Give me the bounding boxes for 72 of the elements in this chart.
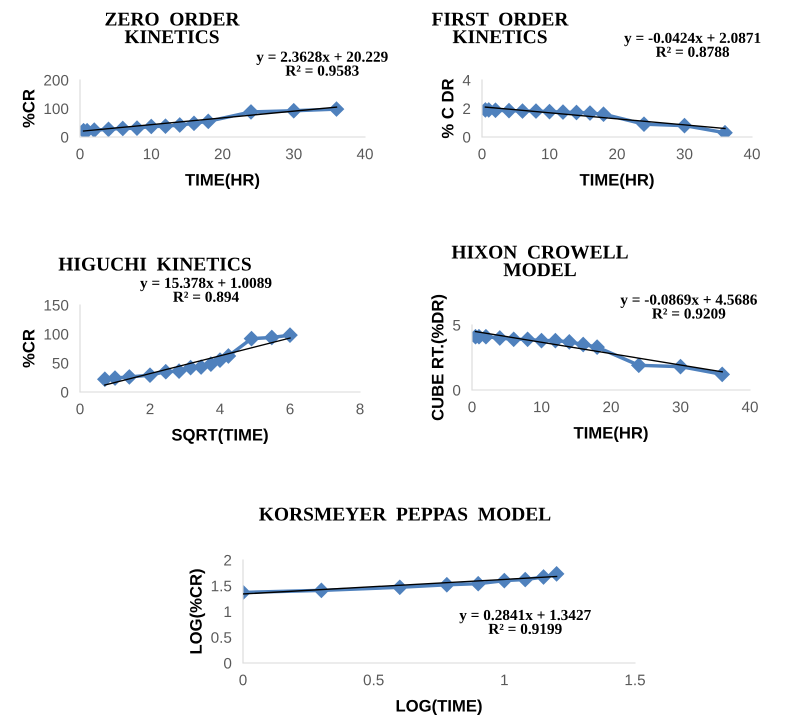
y-tick-label: 100 [44, 103, 68, 114]
x-tick-label: 10 [534, 402, 550, 412]
chart-title: HIGUCHI KINETICS [58, 258, 251, 271]
y-tick-label: 2 [463, 103, 470, 114]
chart-title: HIXON CROWELL MODEL [452, 246, 628, 276]
x-tick-label: 20 [603, 402, 619, 412]
x-tick-label: 6 [286, 404, 294, 414]
x-tick-label: 10 [542, 148, 558, 160]
x-tick-label: 40 [356, 148, 373, 160]
text: y = 15.378x + 1.0089 R² = 0.894 [140, 278, 272, 302]
x-tick-label: 30 [286, 148, 302, 160]
x-axis-title: LOG(TIME) [396, 699, 482, 715]
point [171, 364, 187, 379]
x-tick-label: 20 [214, 148, 230, 160]
chart-title: FIRST ORDER KINETICS [432, 12, 569, 44]
x-tick-label: 0.5 [364, 674, 384, 686]
x-tick-label: 30 [672, 402, 688, 412]
y-tick-label: 0 [462, 132, 470, 143]
point [328, 102, 344, 117]
y-tick-label: 200 [44, 74, 68, 86]
y-tick-label: 0.5 [211, 632, 232, 643]
point [631, 358, 646, 373]
text: y = 2.3628x + 20.229 R² = 0.9583 [256, 52, 388, 76]
point [264, 330, 280, 346]
y-tick-label: 50 [52, 358, 68, 369]
y-tick-label: 0 [60, 386, 68, 398]
point [548, 333, 563, 348]
chart-title: ZERO ORDER KINETICS [105, 12, 240, 44]
point [714, 366, 730, 382]
x-tick-label: 1.5 [626, 674, 645, 686]
x-tick-label: 30 [676, 148, 692, 160]
y-axis-title: %CR [22, 329, 35, 368]
point [549, 566, 564, 582]
y-axis-title: %CR [22, 89, 35, 128]
x-tick-label: 10 [144, 148, 160, 160]
point [282, 328, 298, 343]
x-tick-label: 0 [239, 674, 247, 686]
point [590, 340, 605, 355]
point [107, 370, 123, 386]
y-tick-label: 150 [44, 300, 68, 311]
x-tick-label: 0 [76, 404, 84, 414]
y-axis-title: LOG(%CR) [190, 569, 206, 654]
chart-title: KORSMEYER PEPPAS MODEL [259, 508, 550, 521]
text: y = -0.0869x + 4.5686 R² = 0.9209 [620, 294, 757, 319]
y-tick-label: 4 [462, 75, 470, 86]
point [244, 331, 260, 346]
point [596, 106, 612, 122]
annotation: y = 0.2841x + 1.3427 R² = 0.9199 [459, 610, 591, 634]
x-axis-title: SQRT(TIME) [172, 428, 268, 444]
y-axis-title: % C DR [442, 78, 454, 138]
y-tick-label: 0 [60, 132, 68, 143]
x-axis-title: TIME(HR) [580, 173, 654, 189]
text: y = -0.0424x + 2.0871 R² = 0.8788 [624, 32, 760, 58]
y-tick-label: 0 [224, 658, 232, 669]
y-tick-label: 100 [44, 328, 68, 340]
x-tick-label: 0 [478, 148, 486, 160]
x-tick-label: 40 [744, 148, 760, 160]
point [576, 336, 591, 352]
point [562, 334, 577, 350]
y-tick-label: 1 [224, 606, 232, 618]
x-tick-label: 8 [356, 404, 364, 414]
x-axis-title: TIME(HR) [574, 426, 648, 442]
x-tick-label: 1 [501, 674, 508, 686]
x-tick-label: 40 [742, 402, 758, 412]
x-tick-label: 20 [609, 148, 625, 160]
y-axis-title: CUBE RT.(%DR) [431, 294, 447, 420]
x-tick-label: 2 [146, 404, 154, 414]
y-tick-label: 5 [453, 320, 460, 331]
y-tick-label: 2 [224, 554, 232, 566]
y-tick-label: 1.5 [212, 580, 232, 592]
x-axis-title: TIME(HR) [185, 173, 260, 189]
x-tick-label: 0 [76, 148, 84, 160]
